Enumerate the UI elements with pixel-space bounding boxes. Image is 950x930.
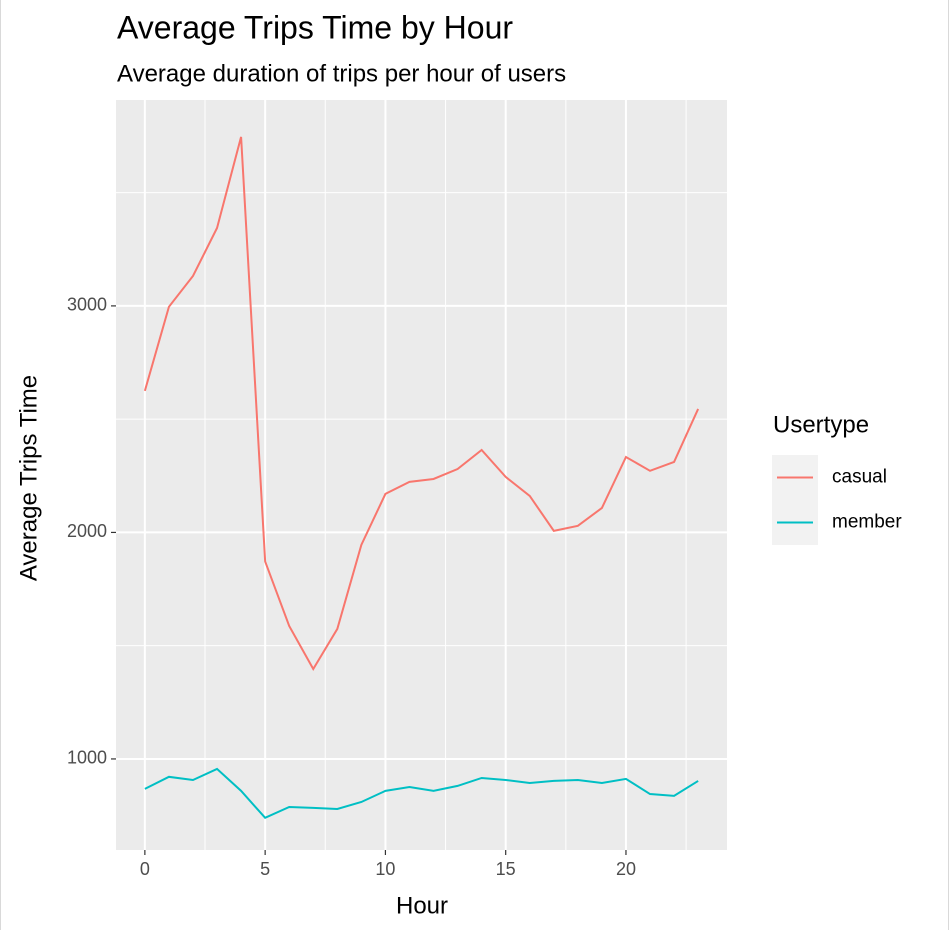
x-tick-label: 15 (496, 859, 516, 879)
x-tick-label: 20 (616, 859, 636, 879)
x-tick-label: 5 (260, 859, 270, 879)
x-tick-label: 10 (375, 859, 395, 879)
y-tick-label: 1000 (67, 748, 107, 768)
chart-title: Average Trips Time by Hour (117, 9, 513, 45)
x-tick-label: 0 (140, 859, 150, 879)
legend-label: casual (832, 467, 887, 488)
plot-panel (116, 100, 727, 850)
series-line (144, 767, 699, 820)
legend-key-background (772, 455, 818, 545)
legend-label: member (832, 512, 902, 533)
y-tick-label: 3000 (67, 295, 107, 315)
chart-subtitle: Average duration of trips per hour of us… (117, 60, 566, 87)
x-axis-title: Hour (396, 892, 448, 919)
y-tick-label: 2000 (67, 521, 107, 541)
series-line (143, 136, 700, 672)
legend-title: Usertype (773, 411, 869, 438)
y-axis-title: Average Trips Time (15, 375, 42, 581)
